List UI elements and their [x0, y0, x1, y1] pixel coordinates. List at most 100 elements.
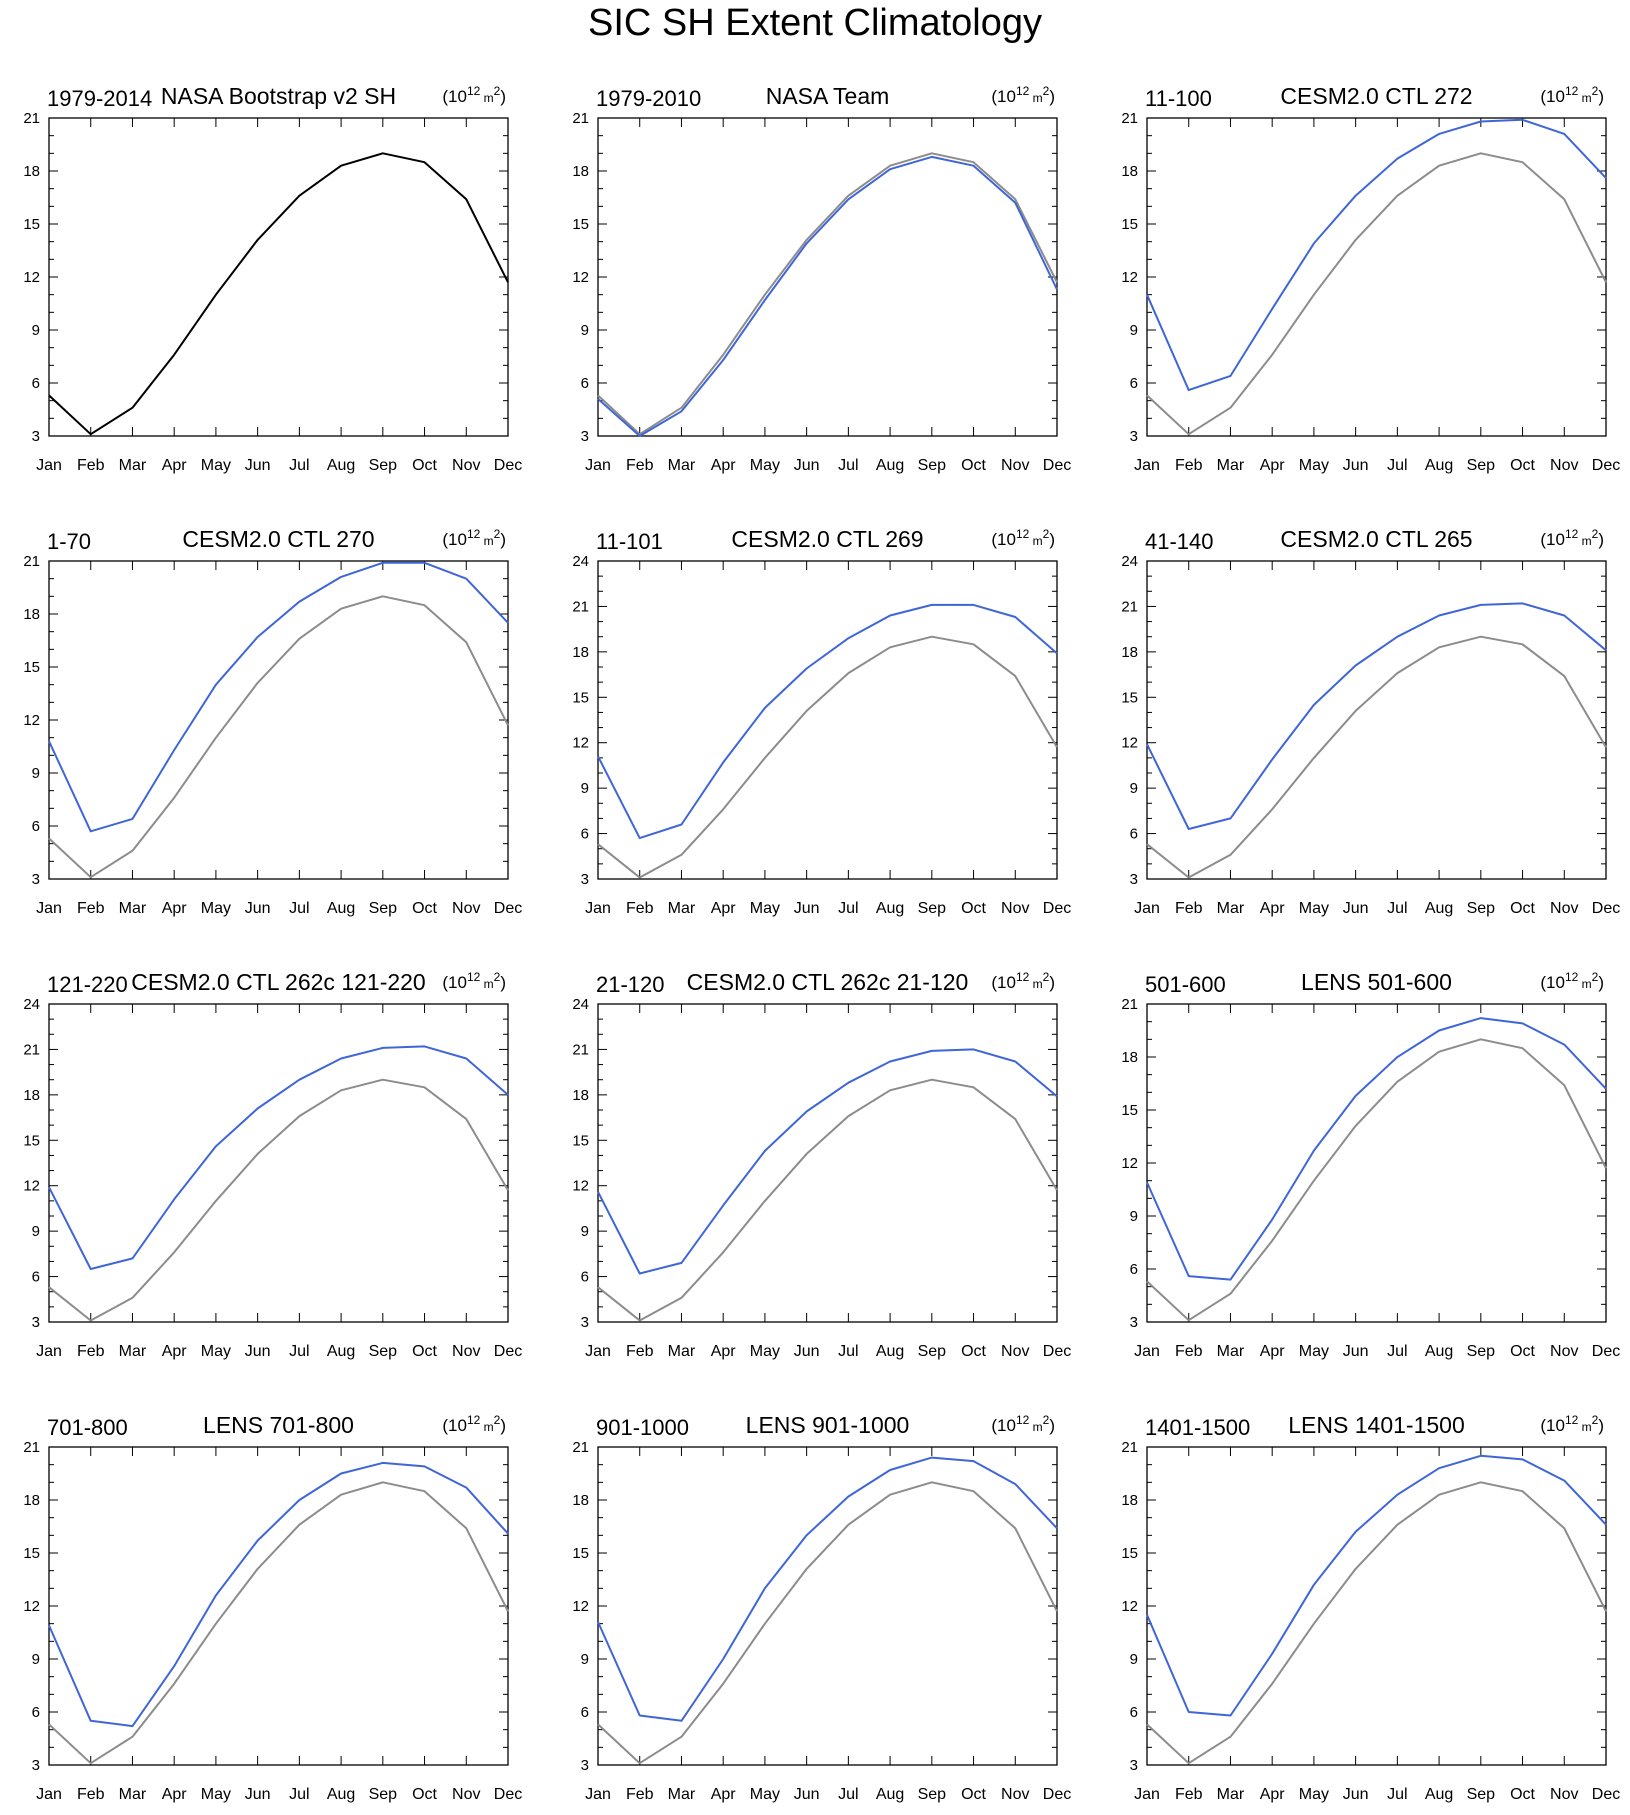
x-tick-label: May [201, 1343, 231, 1360]
x-tick-label: Aug [327, 457, 355, 474]
plot-frame [1146, 560, 1607, 880]
x-tick-label: Apr [1260, 457, 1286, 474]
x-tick-label: Feb [1175, 457, 1203, 474]
x-tick-label: Jan [36, 900, 62, 917]
chart-panel: 701-800 LENS 701-800 (1012 m2) 3 6 9 12 15 18 21 J… [23, 1412, 522, 1803]
series-line [1146, 1481, 1607, 1765]
y-tick-label: 15 [23, 1132, 40, 1149]
x-tick-label: May [1299, 1786, 1329, 1803]
x-tick-label: Mar [668, 900, 696, 917]
panel-title: CESM2.0 CTL 272 [1280, 83, 1472, 109]
x-tick-label: Nov [452, 457, 480, 474]
y-tick-label: 9 [1130, 322, 1138, 339]
y-tick-label: 6 [1130, 375, 1138, 392]
series-line [48, 1461, 509, 1728]
y-tick-label: 21 [23, 1439, 40, 1456]
y-tick-label: 18 [572, 1087, 589, 1104]
x-tick-label: Oct [961, 1786, 986, 1803]
panel-units: (1012 m2) [442, 970, 506, 992]
x-tick-label: Sep [369, 457, 398, 474]
y-tick-label: 3 [581, 1314, 589, 1331]
x-tick-label: May [201, 1786, 231, 1803]
y-tick-label: 12 [1121, 735, 1138, 752]
x-tick-label: Sep [1467, 900, 1496, 917]
x-tick-label: Dec [494, 1343, 522, 1360]
series-line [1146, 118, 1607, 392]
plot-frame [597, 1003, 1058, 1323]
x-tick-label: Oct [961, 457, 986, 474]
y-tick-label: 12 [23, 712, 40, 729]
plot-frame [597, 560, 1058, 880]
x-tick-label: Jun [245, 457, 271, 474]
x-tick-label: Aug [1425, 1786, 1453, 1803]
x-tick-label: Feb [77, 900, 105, 917]
y-tick-label: 18 [23, 163, 40, 180]
x-tick-label: Apr [711, 457, 737, 474]
x-tick-label: Jul [289, 1343, 309, 1360]
x-tick-label: Apr [162, 900, 188, 917]
y-tick-label: 9 [32, 765, 40, 782]
panel-period: 11-101 [596, 529, 663, 554]
y-tick-label: 18 [572, 1492, 589, 1509]
x-tick-label: Jun [794, 457, 820, 474]
x-tick-label: Nov [1001, 900, 1029, 917]
x-tick-label: Apr [711, 1786, 737, 1803]
x-tick-label: Dec [494, 457, 522, 474]
y-tick-label: 18 [1121, 1049, 1138, 1066]
y-tick-label: 9 [581, 1651, 589, 1668]
series-line [597, 1078, 1058, 1322]
x-tick-label: Jul [1387, 1343, 1407, 1360]
y-tick-label: 12 [1121, 269, 1138, 286]
x-tick-label: Feb [626, 1786, 654, 1803]
y-tick-label: 18 [23, 1087, 40, 1104]
x-tick-label: Jan [1134, 1786, 1160, 1803]
panel-title: CESM2.0 CTL 265 [1280, 526, 1472, 552]
x-tick-label: Mar [1217, 900, 1245, 917]
y-tick-label: 18 [23, 1492, 40, 1509]
panel-units: (1012 m2) [991, 1413, 1055, 1435]
x-tick-label: Aug [876, 457, 904, 474]
x-tick-label: Oct [1510, 1343, 1535, 1360]
x-tick-label: Jul [838, 1343, 858, 1360]
series-line [597, 1048, 1058, 1275]
x-tick-label: Dec [1043, 457, 1071, 474]
y-tick-label: 3 [581, 1757, 589, 1774]
series-line [48, 152, 509, 436]
x-tick-label: May [750, 1343, 780, 1360]
x-tick-label: Sep [1467, 1786, 1496, 1803]
y-tick-label: 9 [32, 322, 40, 339]
y-tick-label: 6 [581, 826, 589, 843]
chart-panel: 501-600 LENS 501-600 (1012 m2) 3 6 9 12 15 18 21 J… [1121, 969, 1620, 1360]
x-tick-label: May [750, 900, 780, 917]
y-tick-label: 21 [1121, 110, 1138, 127]
x-tick-label: Oct [1510, 457, 1535, 474]
x-tick-label: Sep [918, 1786, 947, 1803]
y-tick-label: 3 [1130, 871, 1138, 888]
chart-panel: 21-120 CESM2.0 CTL 262c 21-120 (1012 m2) 3 6… [572, 969, 1071, 1360]
series-line [1146, 635, 1607, 879]
panel-title: CESM2.0 CTL 269 [731, 526, 923, 552]
y-tick-label: 21 [572, 598, 589, 615]
y-tick-label: 18 [1121, 163, 1138, 180]
panel-title: CESM2.0 CTL 270 [182, 526, 374, 552]
x-tick-label: May [201, 900, 231, 917]
y-tick-label: 9 [1130, 780, 1138, 797]
series-line [48, 561, 509, 833]
x-tick-label: Aug [1425, 457, 1453, 474]
x-tick-label: Mar [119, 900, 147, 917]
y-tick-label: 15 [1121, 1102, 1138, 1119]
y-tick-label: 3 [32, 1314, 40, 1331]
x-tick-label: Nov [1001, 457, 1029, 474]
x-tick-label: Jan [585, 457, 611, 474]
x-tick-label: May [201, 457, 231, 474]
plot-frame [1146, 1446, 1607, 1766]
plot-frame [48, 1446, 509, 1766]
panel-period: 41-140 [1145, 529, 1214, 554]
y-tick-label: 6 [581, 1269, 589, 1286]
x-tick-label: Nov [1001, 1343, 1029, 1360]
x-tick-label: Dec [1592, 457, 1620, 474]
x-tick-label: Jun [1343, 900, 1369, 917]
y-tick-label: 9 [1130, 1208, 1138, 1225]
plot-frame [597, 1446, 1058, 1766]
x-tick-label: Aug [327, 1786, 355, 1803]
